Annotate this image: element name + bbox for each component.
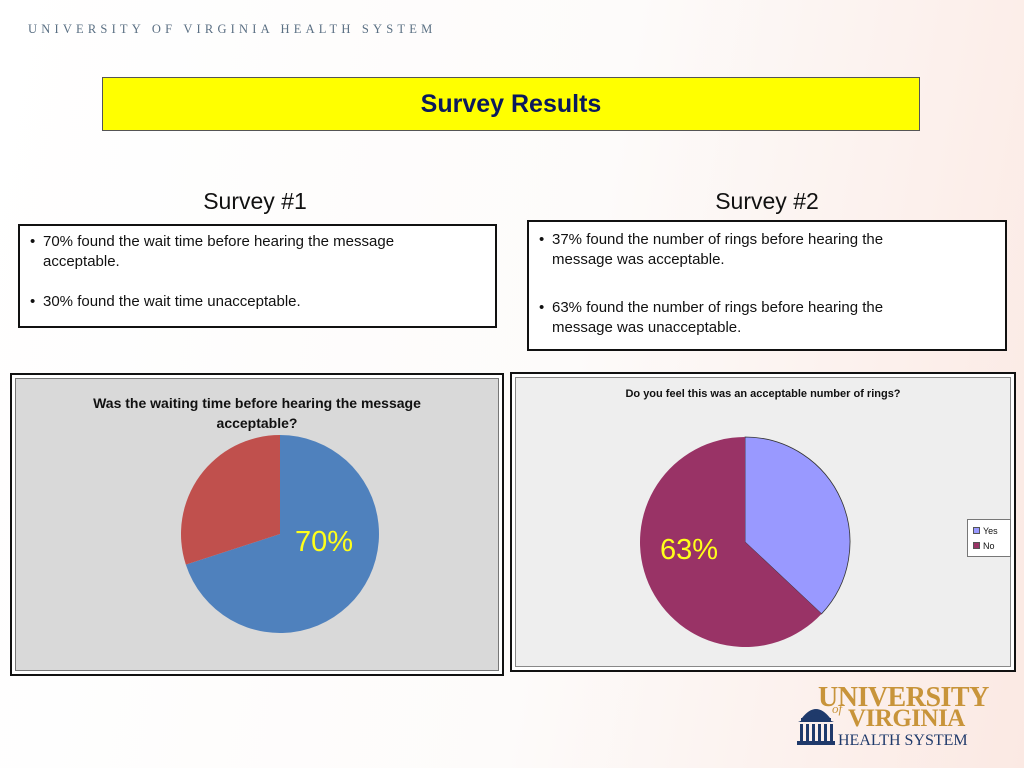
- legend-label: Yes: [983, 525, 998, 536]
- organization-header: UNIVERSITY OF VIRGINIA HEALTH SYSTEM: [28, 22, 437, 36]
- logo-health-system: HEALTH SYSTEM: [838, 732, 968, 749]
- legend-label: No: [983, 540, 995, 551]
- chart-1-data-label: 70%: [295, 526, 354, 558]
- survey-1-finding: 30% found the wait time unacceptable.: [30, 292, 485, 312]
- survey-1-heading: Survey #1: [203, 188, 307, 214]
- survey-1-finding: 70% found the wait time before hearing t…: [30, 232, 485, 272]
- chart-1-pie: [180, 435, 379, 633]
- chart-1-frame: Was the waiting time before hearing the …: [10, 373, 504, 676]
- rotunda-icon: [797, 709, 835, 745]
- legend-swatch: [973, 542, 980, 549]
- slide-title-text: Survey Results: [420, 89, 602, 118]
- chart-1-title: Was the waiting time before hearing the …: [93, 395, 421, 431]
- uva-health-system-logo: UNIVERSITY of VIRGINIA HEALTH SYSTEM: [796, 682, 989, 752]
- pie-slice-yes: [744, 436, 851, 615]
- survey-2-findings: 37% found the number of rings before hea…: [527, 220, 1007, 351]
- pie-slice-yes: [185, 435, 379, 633]
- legend-swatch: [973, 527, 980, 534]
- pie-slice-no: [180, 435, 280, 565]
- survey-1-findings: 70% found the wait time before hearing t…: [18, 224, 497, 328]
- chart-2-pie: [640, 436, 851, 647]
- chart-2-data-label: 63%: [660, 534, 719, 566]
- logo-virginia: VIRGINIA: [848, 705, 965, 732]
- chart-2-legend: Yes No: [967, 519, 1011, 557]
- legend-item-no: No: [973, 538, 1010, 553]
- survey-2-finding: 37% found the number of rings before hea…: [539, 230, 995, 270]
- survey-2-finding: 63% found the number of rings before hea…: [539, 298, 995, 338]
- chart-1-area: Was the waiting time before hearing the …: [15, 378, 499, 671]
- survey-2-heading: Survey #2: [715, 188, 819, 214]
- slide-title: Survey Results: [102, 77, 920, 131]
- chart-2-area: Do you feel this was an acceptable numbe…: [515, 377, 1011, 667]
- chart-2-frame: Do you feel this was an acceptable numbe…: [510, 372, 1016, 672]
- chart-2-title: Do you feel this was an acceptable numbe…: [625, 388, 901, 400]
- logo-of: of: [832, 701, 843, 716]
- pie-slice-no: [640, 437, 822, 647]
- logo-university: UNIVERSITY: [818, 682, 989, 713]
- legend-item-yes: Yes: [973, 523, 1010, 538]
